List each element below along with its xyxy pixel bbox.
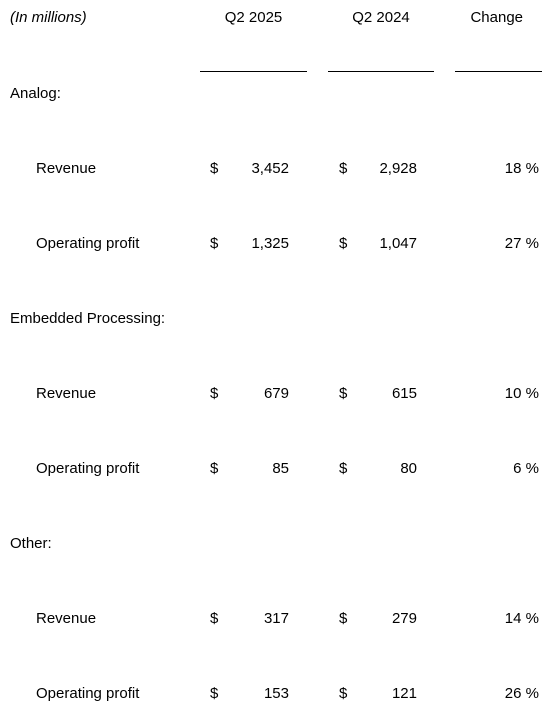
value-q2-2025: 3,452: [251, 160, 289, 177]
currency-symbol: $: [210, 385, 219, 402]
value-q2-2024: 615: [391, 385, 417, 402]
value-change: 27 %: [504, 235, 539, 252]
value-q2-2024: 1,047: [379, 235, 417, 252]
row-label: Revenue: [36, 610, 97, 627]
currency-symbol: $: [339, 685, 348, 702]
segment-heading-analog: Analog:: [10, 85, 61, 102]
currency-symbol: $: [339, 385, 348, 402]
value-q2-2025: 153: [263, 685, 289, 702]
row-label: Operating profit: [36, 685, 140, 702]
currency-symbol: $: [210, 460, 219, 477]
value-q2-2024: 2,928: [379, 160, 417, 177]
header-rule-q2-2024: [328, 71, 434, 72]
column-header-change-label: Change: [470, 9, 523, 26]
row-label: Operating profit: [36, 235, 140, 252]
currency-symbol: $: [210, 235, 219, 252]
row-label: Operating profit: [36, 460, 140, 477]
currency-symbol: $: [210, 610, 219, 627]
column-header-q2-2024: Q2 2024: [352, 9, 410, 26]
value-change: 6 %: [513, 460, 539, 477]
row-label: Revenue: [36, 160, 97, 177]
currency-symbol: $: [339, 610, 348, 627]
column-header-q2-2025: Q2 2025: [224, 9, 283, 26]
table-caption: (In millions): [10, 9, 87, 26]
value-q2-2024: 121: [391, 685, 417, 702]
value-q2-2024: 279: [391, 610, 417, 627]
header-rule-q2-2025: [200, 71, 307, 72]
value-q2-2025: 317: [263, 610, 289, 627]
header-rule-change: [455, 71, 542, 72]
value-change: 18 %: [504, 160, 539, 177]
value-change: 26 %: [504, 685, 539, 702]
value-q2-2025: 85: [272, 460, 289, 477]
value-change: 10 %: [504, 385, 539, 402]
value-q2-2025: 1,325: [251, 235, 289, 252]
value-q2-2024: 80: [400, 460, 417, 477]
value-q2-2025: 679: [263, 385, 289, 402]
currency-symbol: $: [339, 460, 348, 477]
currency-symbol: $: [210, 160, 219, 177]
currency-symbol: $: [210, 685, 219, 702]
segment-heading-embedded-processing: Embedded Processing:: [10, 310, 166, 327]
currency-symbol: $: [339, 235, 348, 252]
currency-symbol: $: [339, 160, 348, 177]
column-header-change: Change: [455, 9, 542, 27]
value-change: 14 %: [504, 610, 539, 627]
row-label: Revenue: [36, 385, 97, 402]
segment-heading-other: Other:: [10, 535, 52, 552]
